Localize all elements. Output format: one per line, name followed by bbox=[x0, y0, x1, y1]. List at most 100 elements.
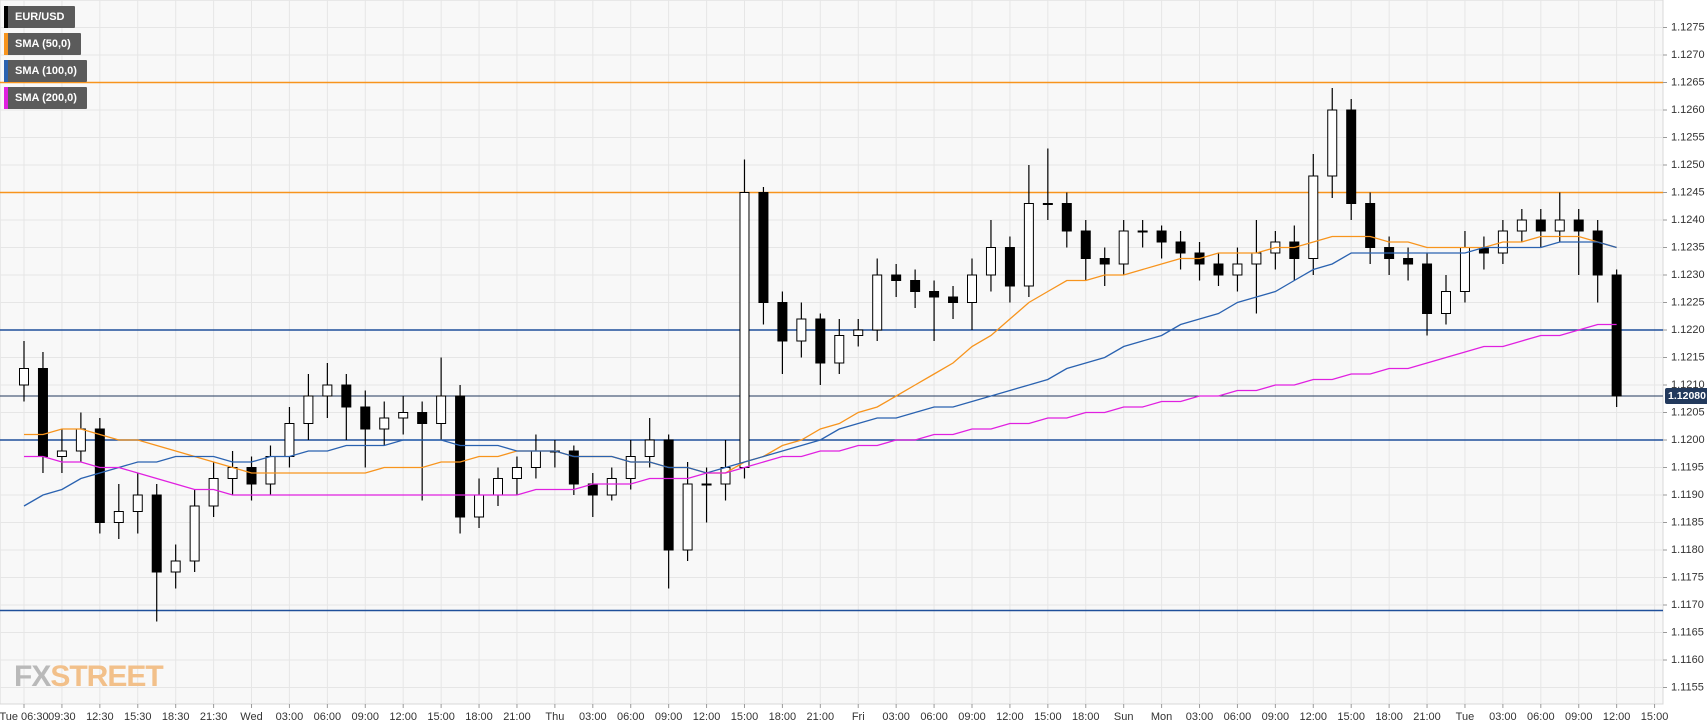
y-tick-label: 1.1155 bbox=[1671, 681, 1704, 693]
candle-body bbox=[815, 318, 826, 364]
candle-body bbox=[170, 560, 181, 573]
candle-body bbox=[94, 428, 105, 523]
y-tick-label: 1.1180 bbox=[1671, 544, 1704, 556]
x-tick-label: 15:30 bbox=[124, 711, 152, 723]
candle-body bbox=[322, 384, 333, 397]
y-tick-label: 1.1190 bbox=[1671, 489, 1704, 501]
candle-body bbox=[493, 478, 503, 496]
legend-item: SMA (100,0) bbox=[4, 60, 87, 82]
y-tick-label: 1.1260 bbox=[1671, 104, 1705, 116]
y-tick-label: 1.1160 bbox=[1671, 654, 1704, 666]
x-tick-label: 06:00 bbox=[314, 711, 342, 723]
candle-body bbox=[625, 456, 636, 479]
x-tick-label: 18:00 bbox=[1375, 711, 1403, 723]
x-tick-label: 06:00 bbox=[920, 711, 948, 723]
candle-body bbox=[796, 318, 807, 342]
candle-body bbox=[436, 395, 447, 424]
candle-body bbox=[606, 478, 617, 496]
candle-body bbox=[568, 450, 579, 485]
y-tick-label: 1.1205 bbox=[1671, 406, 1705, 418]
x-tick-label: 03:00 bbox=[882, 711, 910, 723]
candle-body bbox=[37, 368, 48, 457]
y-tick-label: 1.1195 bbox=[1671, 461, 1704, 473]
legend-label: SMA (100,0) bbox=[15, 65, 77, 77]
candle-body bbox=[1080, 230, 1091, 259]
x-tick-label: Mon bbox=[1151, 711, 1172, 723]
x-tick-label: 18:00 bbox=[465, 711, 493, 723]
candle-body bbox=[1042, 203, 1053, 205]
y-tick-label: 1.1240 bbox=[1671, 214, 1705, 226]
candle-body bbox=[1327, 109, 1338, 177]
candle-body bbox=[227, 467, 238, 479]
candle-body bbox=[417, 412, 428, 424]
legend-item: SMA (50,0) bbox=[4, 33, 81, 55]
candle-body bbox=[379, 417, 390, 430]
candle-body bbox=[1289, 241, 1300, 259]
x-tick-label: 03:00 bbox=[1186, 711, 1214, 723]
candle-body bbox=[1403, 258, 1414, 265]
x-tick-label: 06:00 bbox=[1224, 711, 1252, 723]
candle-body bbox=[1422, 263, 1433, 314]
x-tick-label: 21:00 bbox=[807, 711, 835, 723]
x-tick-label: 15:00 bbox=[1034, 711, 1062, 723]
y-tick-label: 1.1175 bbox=[1671, 571, 1704, 583]
legend-swatch bbox=[4, 60, 8, 82]
candle-body bbox=[1004, 247, 1015, 287]
candle-body bbox=[1459, 247, 1470, 292]
candle-body bbox=[872, 274, 883, 331]
candle-body bbox=[1061, 203, 1072, 232]
x-tick-label: 21:30 bbox=[200, 711, 228, 723]
x-tick-label: 15:00 bbox=[731, 711, 759, 723]
candle-body bbox=[511, 467, 522, 479]
watermark-fx: FX bbox=[14, 660, 51, 693]
legend-item: SMA (200,0) bbox=[4, 87, 87, 109]
legend-item: EUR/USD bbox=[4, 6, 75, 28]
x-tick-label: 03:00 bbox=[276, 711, 304, 723]
candle-body bbox=[1365, 203, 1376, 248]
x-tick-label: 09:00 bbox=[1565, 711, 1593, 723]
x-tick-label: Wed bbox=[240, 711, 262, 723]
candle-body bbox=[75, 428, 86, 452]
candle-body bbox=[1118, 230, 1129, 265]
plot-area bbox=[0, 0, 1664, 705]
candle-body bbox=[530, 450, 541, 468]
y-tick-label: 1.1245 bbox=[1671, 186, 1705, 198]
marks bbox=[19, 88, 1622, 622]
candle-body bbox=[1535, 219, 1546, 232]
candle-body bbox=[113, 511, 124, 523]
candle-body bbox=[644, 439, 655, 457]
candle-body bbox=[1251, 252, 1262, 265]
last-price-label: 1.12080 bbox=[1668, 390, 1706, 402]
sma-line bbox=[24, 235, 1617, 474]
candle-body bbox=[398, 412, 409, 419]
x-tick-label: 12:00 bbox=[693, 711, 721, 723]
candle-body bbox=[701, 483, 712, 486]
sma-line bbox=[24, 323, 1617, 496]
candle-body bbox=[985, 247, 996, 276]
candle-body bbox=[758, 192, 769, 303]
y-tick-label: 1.1265 bbox=[1671, 76, 1705, 88]
y-tick-label: 1.1200 bbox=[1671, 434, 1705, 446]
candle-body bbox=[910, 280, 921, 292]
labels: 1.1155 1.1160 1.1165 1.1170 1.1175 1.1180 1.11… bbox=[0, 21, 1707, 723]
candle-body bbox=[1156, 230, 1167, 243]
levels bbox=[0, 81, 1663, 612]
x-tick-label: 09:00 bbox=[352, 711, 380, 723]
candle-body bbox=[474, 494, 485, 518]
candle-body bbox=[1232, 263, 1243, 276]
x-tick-label: 21:00 bbox=[503, 711, 531, 723]
candle-body bbox=[1346, 109, 1357, 204]
last-price-box bbox=[1665, 388, 1707, 404]
x-tick-label: Tue bbox=[1456, 711, 1475, 723]
sma-line bbox=[23, 241, 1617, 507]
candle-body bbox=[929, 291, 940, 298]
x-tick-label: 12:00 bbox=[1300, 711, 1328, 723]
y-tick-label: 1.1230 bbox=[1671, 269, 1705, 281]
candle-body bbox=[284, 423, 295, 457]
y-tick-label: 1.1255 bbox=[1671, 131, 1705, 143]
x-tick-label: 09:30 bbox=[48, 711, 76, 723]
y-tick-label: 1.1275 bbox=[1671, 21, 1705, 33]
candle-body bbox=[948, 296, 959, 303]
x-tick-label: Thu bbox=[545, 711, 564, 723]
